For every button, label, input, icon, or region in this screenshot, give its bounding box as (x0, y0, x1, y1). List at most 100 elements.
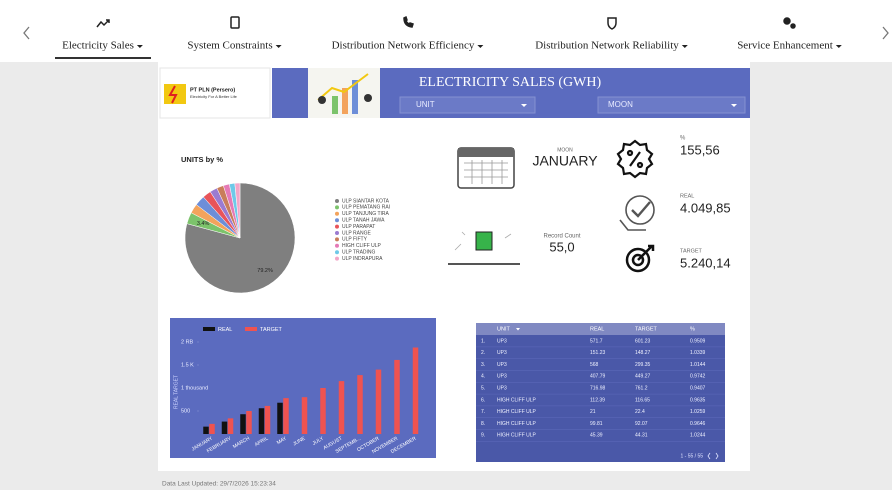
nav-tab[interactable]: Distribution Network Efficiency (332, 40, 475, 52)
bar (258, 408, 265, 434)
target-ring (631, 253, 645, 267)
percent-dot (626, 149, 634, 157)
bar (264, 405, 271, 434)
bar (320, 388, 326, 434)
kpi-real-label: REAL (680, 193, 694, 199)
table-header: % (690, 326, 695, 332)
nav-tab-caret (477, 45, 484, 48)
table-cell: 0.9646 (690, 421, 706, 427)
icon-gear (783, 17, 791, 25)
table-pagination: 1 - 55 / 55 (680, 453, 703, 459)
pie-value-label: 79.2% (257, 268, 273, 274)
legend-label: ULP PEMATANG RAI (342, 205, 390, 211)
table-cell: 45.39 (590, 433, 603, 439)
legend-swatch (335, 218, 339, 223)
icon-gear-small (790, 23, 796, 29)
bar (277, 402, 283, 434)
filter-unit[interactable] (399, 96, 536, 114)
icon-shield (607, 17, 617, 30)
table-cell: 3. (481, 362, 485, 368)
table-cell: 7. (481, 409, 485, 415)
legend-label: ULP PARAPAT (342, 224, 375, 230)
pie-value-label: 3.4% (197, 221, 210, 227)
legend-swatch (335, 243, 339, 248)
page-prev[interactable] (707, 452, 711, 460)
calendar-icon (457, 147, 515, 189)
kpi-moon-label: MOON (557, 147, 573, 153)
illustration-person (364, 94, 372, 102)
table-cell: 0.9407 (690, 386, 706, 392)
table-cell: 2. (481, 350, 485, 356)
bar (203, 426, 209, 434)
table-cell: HIGH CLIFF ULP (497, 397, 537, 403)
table-cell: HIGH CLIFF ULP (497, 433, 537, 439)
bar-chart-panel (170, 318, 436, 458)
table-cell: 1.0244 (690, 433, 706, 439)
legend-label: ULP TANAH JAWA (342, 218, 385, 224)
table-cell: 148.27 (635, 350, 651, 356)
table-cell: 151.23 (590, 350, 606, 356)
nav-tab[interactable]: Distribution Network Reliability (535, 40, 679, 52)
table-cell: 92.07 (635, 421, 648, 427)
legend-swatch (203, 327, 215, 331)
pie-title: UNITS by % (181, 155, 223, 164)
table-cell: 112.39 (590, 397, 605, 403)
illustration-arrow (317, 73, 369, 101)
nav-tab[interactable]: Service Enhancement (737, 40, 833, 52)
table-cell: UP3 (497, 362, 507, 368)
y-tick-label: 500 (181, 408, 190, 414)
bar (375, 369, 382, 434)
check-circle (625, 195, 655, 225)
x-tick-label: MAY (276, 435, 289, 446)
table-cell: HIGH CLIFF ULP (497, 421, 537, 427)
legend-label: ULP INDRAPURA (342, 256, 383, 262)
kpi-percent-label: % (680, 136, 686, 142)
logo-box (159, 67, 271, 119)
page-next[interactable] (715, 452, 719, 460)
kpi-target-label: TARGET (680, 248, 703, 254)
logo-title: PT PLN (Persero) (190, 87, 235, 93)
footer-updated: Data Last Updated: 29/7/2026 15:23:34 (162, 481, 276, 488)
bar (301, 397, 308, 434)
filter-unit-label: UNIT (416, 100, 435, 109)
pie-slice (234, 182, 241, 239)
illustration-bar (342, 88, 348, 114)
table-cell: UP3 (497, 386, 507, 392)
legend-label: TARGET (260, 327, 283, 333)
nav-tab-caret (275, 45, 282, 48)
target-icon (625, 244, 655, 273)
bar (394, 359, 400, 434)
bar (221, 421, 228, 434)
record-sparks (454, 231, 512, 251)
nav-tab[interactable]: System Constraints (187, 40, 272, 52)
nav-next[interactable] (882, 26, 889, 40)
table-header: TARGET (635, 326, 658, 332)
nav-tab[interactable]: Electricity Sales (62, 40, 134, 52)
nav-prev[interactable] (23, 26, 30, 40)
table-cell: 568 (590, 362, 599, 368)
table-header[interactable]: UNIT (497, 326, 510, 332)
bar (338, 381, 345, 434)
table-cell: 299.35 (635, 362, 651, 368)
table-cell: 44.31 (635, 433, 648, 439)
tab-icons (96, 15, 796, 30)
table-cell: 716.98 (590, 386, 606, 392)
illustration-person (318, 96, 326, 104)
nav-tab-caret (681, 45, 688, 48)
bar (227, 418, 234, 434)
table-cell: UP3 (497, 350, 507, 356)
table-cell: 601.23 (635, 338, 651, 344)
table-cell: 1. (481, 338, 485, 344)
kpi-target-value: 5.240,14 (680, 255, 731, 270)
table-cell: 761.2 (635, 386, 648, 392)
calendar-top (458, 148, 514, 157)
check-mark (631, 201, 651, 218)
sort-caret (516, 328, 520, 331)
legend-swatch (335, 205, 339, 210)
table-cell: 449.27 (635, 374, 651, 380)
table-cell: 8. (481, 421, 485, 427)
table-cell: 22.4 (635, 409, 645, 415)
filter-moon[interactable] (597, 96, 746, 114)
